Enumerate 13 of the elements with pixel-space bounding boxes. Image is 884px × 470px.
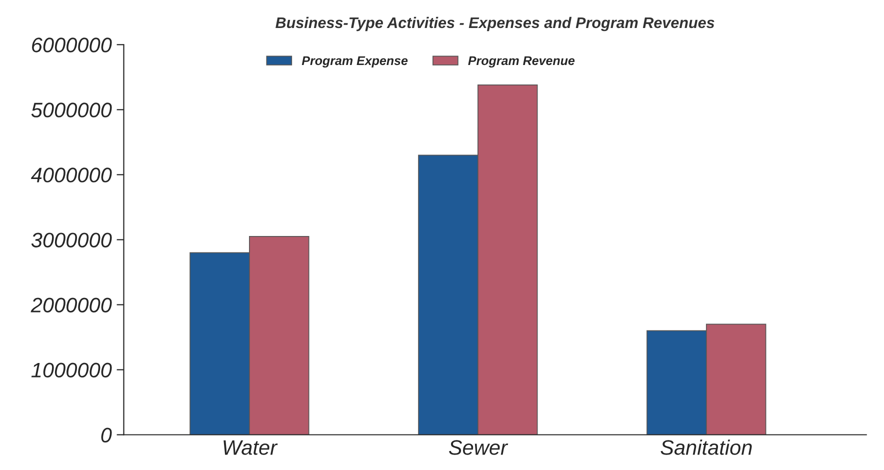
y-tick-label: 0 bbox=[101, 428, 112, 443]
y-tick-label: 1000000 bbox=[31, 362, 112, 378]
chart-title: Business-Type Activities - Expenses and Program Revenues bbox=[276, 16, 714, 32]
x-tick-label: Sewer bbox=[448, 440, 508, 455]
x-tick-label: Sanitation bbox=[660, 440, 752, 455]
y-tick-label: 2000000 bbox=[30, 298, 112, 312]
y-tick-label: 4000000 bbox=[30, 168, 112, 182]
y-tick-label: 3000000 bbox=[31, 232, 112, 248]
y-tick-label: 6000000 bbox=[32, 38, 112, 52]
y-tick-label: 5000000 bbox=[31, 102, 112, 118]
legend-label: Program Revenue bbox=[468, 56, 575, 68]
x-tick-label: Water bbox=[224, 440, 278, 455]
legend-label: Program Expense bbox=[302, 56, 408, 68]
